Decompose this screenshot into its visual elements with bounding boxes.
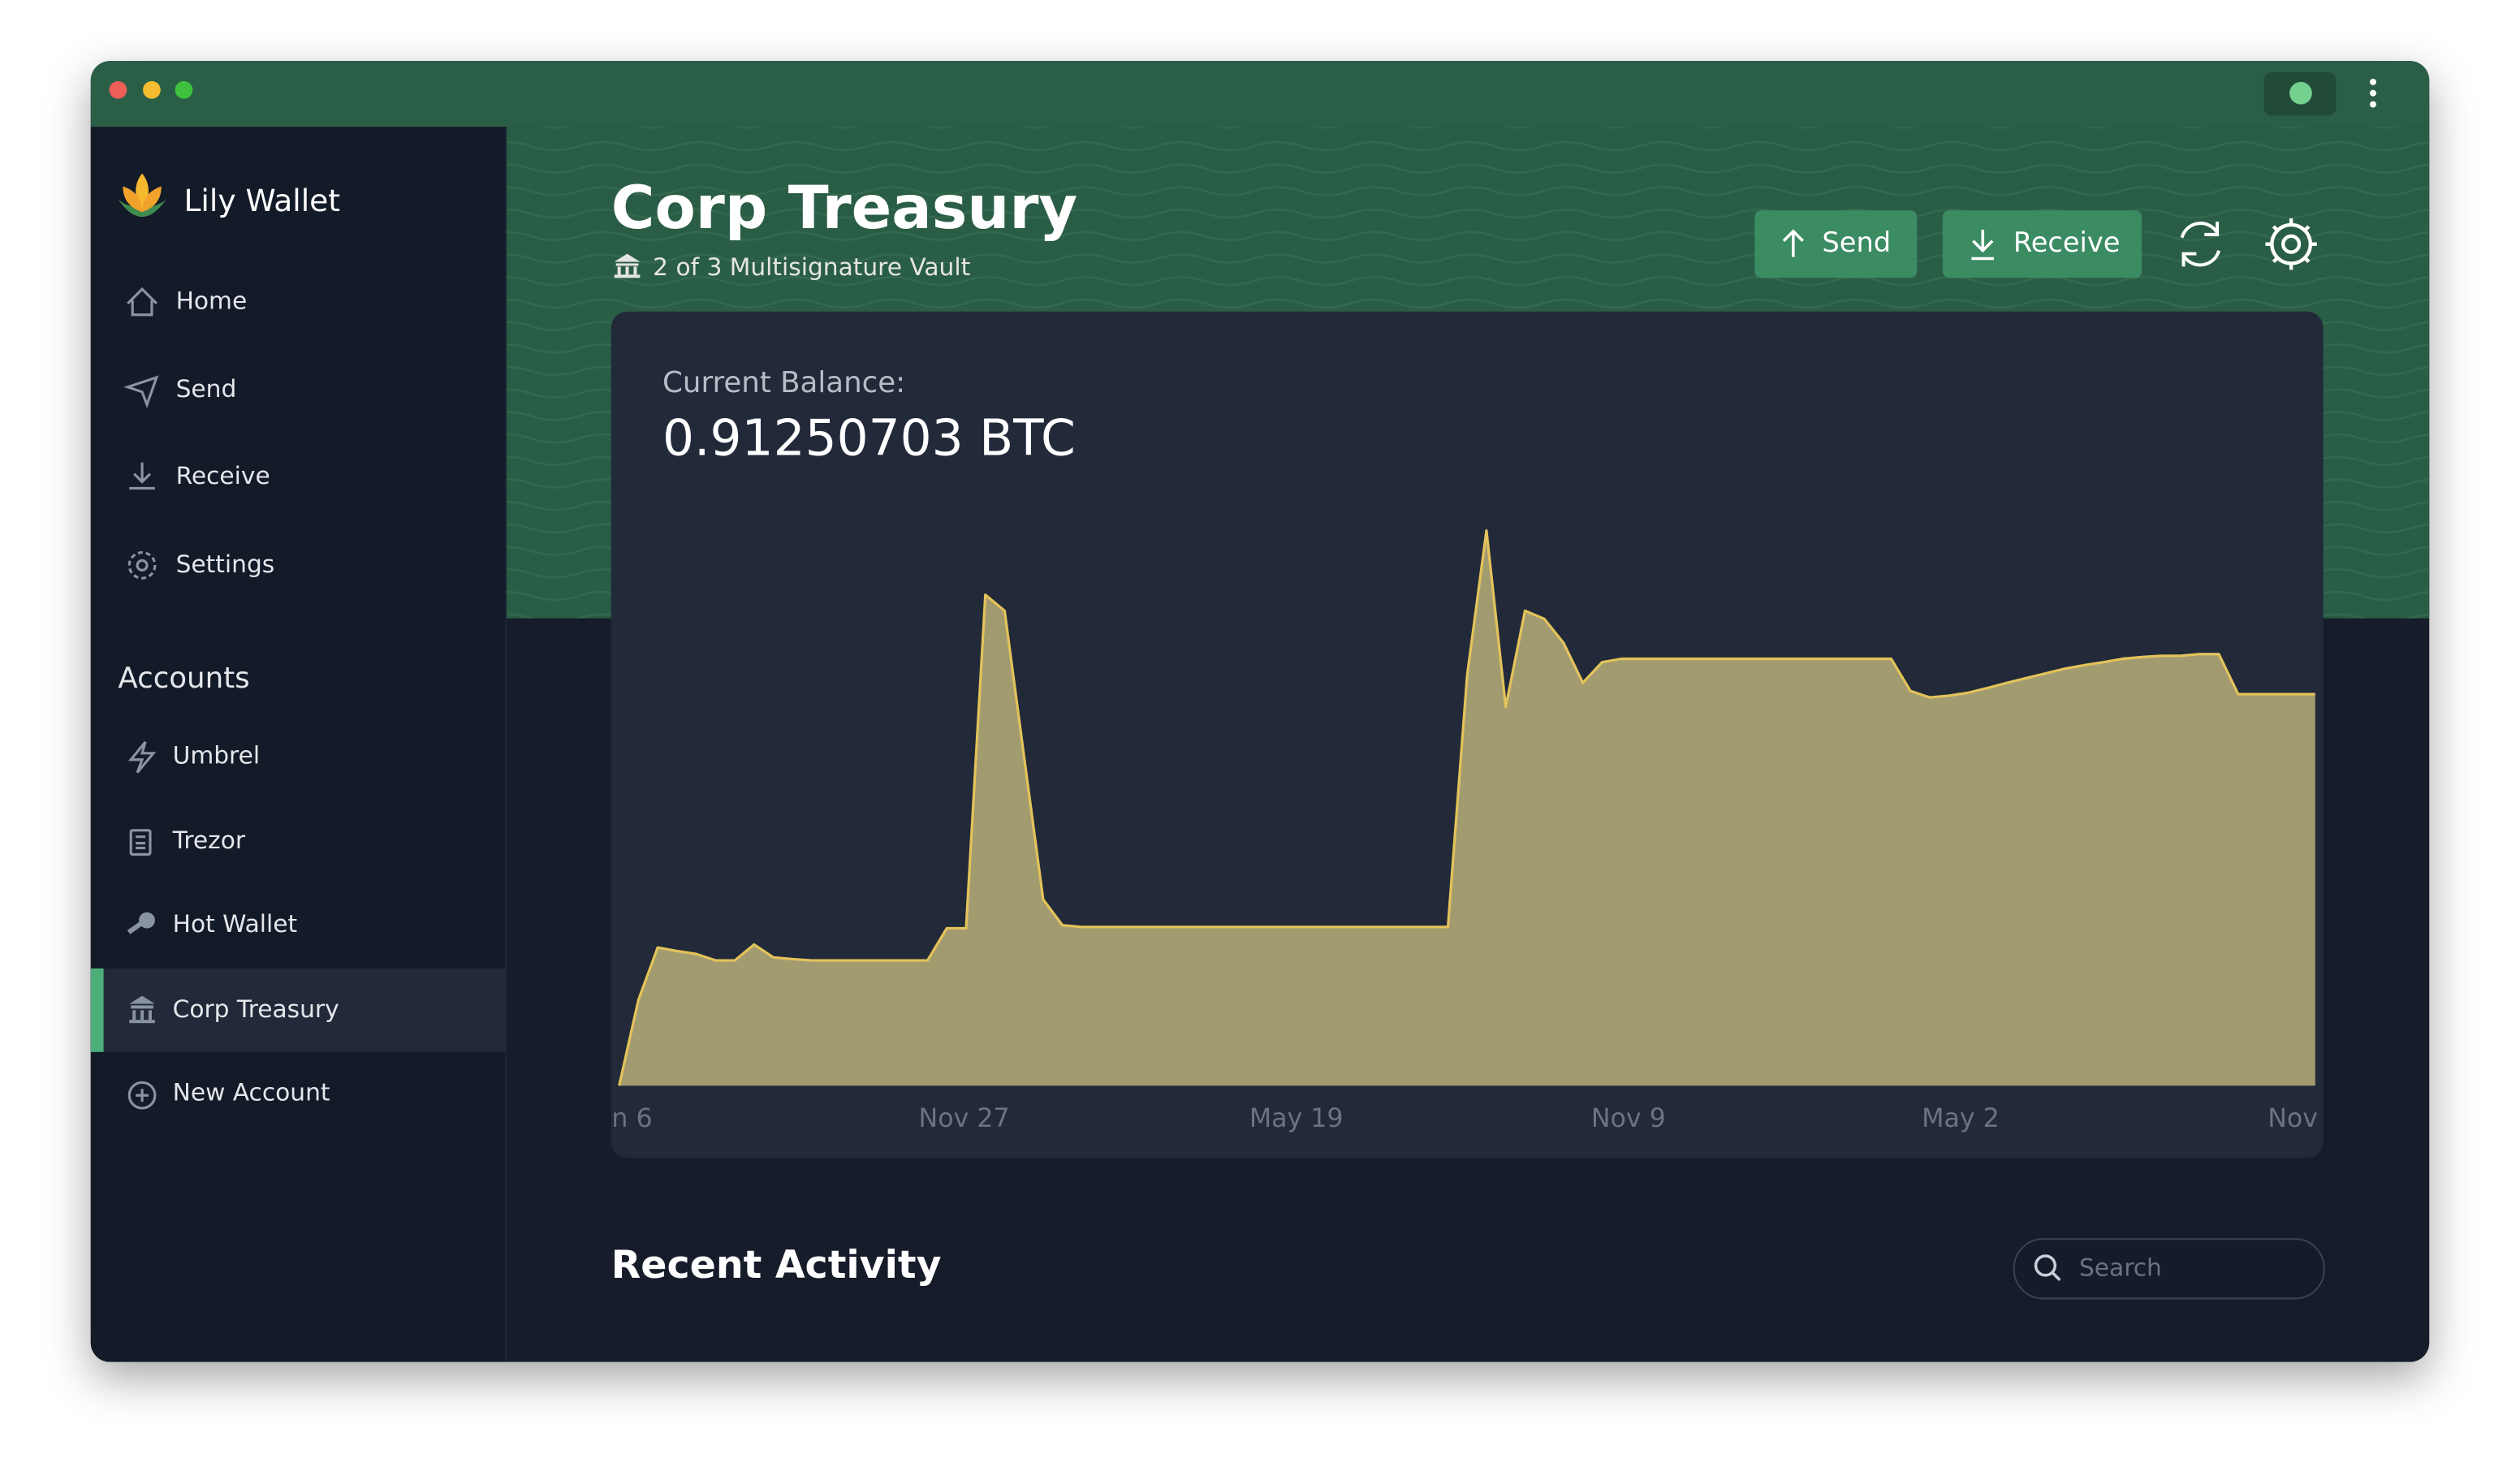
active-account-bg xyxy=(90,968,506,1052)
accounts-heading: Accounts xyxy=(118,662,249,695)
maximize-button[interactable] xyxy=(175,80,193,99)
balance-chart: n 6 Nov 27 May 19 Nov 9 May 2 Nov xyxy=(611,528,2318,1133)
x-tick-label: n 6 xyxy=(611,1104,652,1133)
search-placeholder: Search xyxy=(2079,1253,2162,1281)
nav-item[interactable]: Settings xyxy=(176,550,275,578)
nav-item[interactable]: Home xyxy=(176,286,248,314)
receive-button[interactable]: Receive xyxy=(1942,210,2142,278)
receive-button-label: Receive xyxy=(2013,226,2121,258)
x-tick-label: May 2 xyxy=(1922,1104,2000,1133)
brand-logo xyxy=(118,173,166,218)
nav-item[interactable]: Send xyxy=(176,374,237,403)
balance-label: Current Balance: xyxy=(662,366,905,399)
nav-item[interactable]: Receive xyxy=(176,461,270,490)
balance-line xyxy=(618,528,2315,1086)
balance-value: 0.91250703 BTC xyxy=(662,410,1076,468)
x-tick-label: Nov 27 xyxy=(919,1104,1010,1133)
balance-area xyxy=(619,530,2315,1086)
minimize-button[interactable] xyxy=(143,80,161,99)
sidebar xyxy=(90,127,506,1362)
close-button[interactable] xyxy=(109,80,127,99)
nav-icon-receive xyxy=(129,462,155,490)
status-dot xyxy=(2289,81,2312,105)
vault-icon xyxy=(614,253,641,278)
activity-title: Recent Activity xyxy=(611,1243,942,1288)
settings-button[interactable] xyxy=(2265,218,2317,270)
refresh-button[interactable] xyxy=(2180,222,2220,267)
send-button-label: Send xyxy=(1822,226,1891,258)
page-title: Corp Treasury xyxy=(611,174,1077,243)
send-button[interactable]: Send xyxy=(1754,210,1918,278)
account-item[interactable]: Umbrel xyxy=(173,740,260,769)
nav-icon-home xyxy=(127,287,158,317)
account-item[interactable]: Corp Treasury xyxy=(173,994,339,1023)
x-tick-label: Nov xyxy=(2268,1104,2318,1133)
x-tick-label: May 19 xyxy=(1249,1104,1344,1133)
title-bar xyxy=(90,61,2430,127)
active-account-indicator xyxy=(90,968,104,1052)
account-icon-vault xyxy=(129,995,155,1024)
account-item[interactable]: New Account xyxy=(173,1078,330,1107)
nav-icon-settings xyxy=(127,550,157,580)
account-icon-umbrel xyxy=(127,740,157,774)
search-box[interactable]: Search xyxy=(2013,1238,2325,1300)
page-subtitle: 2 of 3 Multisignature Vault xyxy=(653,252,970,281)
brand-name: Lily Wallet xyxy=(184,183,341,218)
x-tick-label: Nov 9 xyxy=(1591,1104,1666,1133)
menu-button[interactable] xyxy=(2370,78,2376,108)
account-item[interactable]: Trezor xyxy=(172,826,246,854)
nav-icon-send xyxy=(123,375,159,409)
account-icon-new xyxy=(127,1081,157,1110)
account-item[interactable]: Hot Wallet xyxy=(173,909,297,938)
account-icon-hot-wallet xyxy=(127,912,155,934)
account-icon-trezor xyxy=(129,829,152,856)
